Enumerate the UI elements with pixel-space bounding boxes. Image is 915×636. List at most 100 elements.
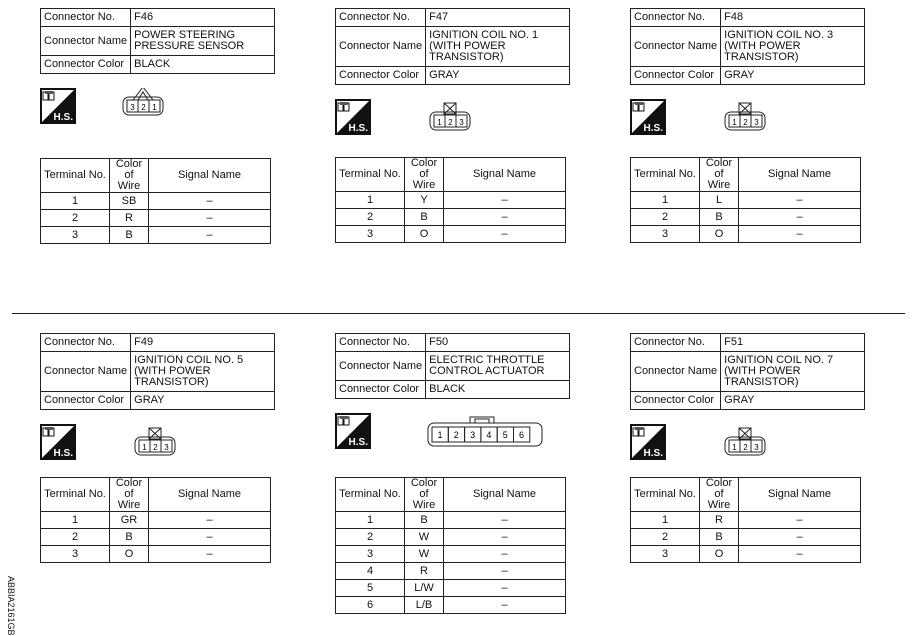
terminal-row: 6 L/B – [335,596,566,614]
connector-name-label: Connector Name [629,351,722,392]
signal-name: – [148,226,271,244]
signal-name: – [443,545,566,563]
wire-color: O [404,225,444,243]
terminal-row: 2 B – [630,528,861,546]
terminal-row: 3 O – [40,545,271,563]
svg-text:2: 2 [141,103,146,112]
signal-name: – [148,511,271,529]
terminal-no: 1 [335,191,405,209]
wire-color: L/W [404,579,444,597]
terminal-table: Terminal No. Color of Wire Signal Name 1 … [630,477,861,563]
wire-color: B [109,528,149,546]
signal-name: – [443,511,566,529]
connector-no-value: F46 [130,8,275,27]
terminal-row: 1 L – [630,191,861,209]
terminal-table: Terminal No. Color of Wire Signal Name 1 … [40,477,271,563]
connector-name-label: Connector Name [334,26,427,67]
signal-name: – [443,579,566,597]
connector-no-label: Connector No. [39,8,132,27]
signal-name: – [443,562,566,580]
svg-text:1: 1 [437,118,442,127]
signal-name: – [443,225,566,243]
connector-no-label: Connector No. [334,333,427,352]
signal-name-header: Signal Name [148,158,271,193]
svg-text:6: 6 [519,430,524,440]
wire-color: R [109,209,149,227]
signal-name: – [148,545,271,563]
wire-color-header: Color of Wire [109,158,149,193]
connector-color-value: GRAY [720,391,865,410]
connector-info-table: Connector No. F51 Connector Name IGNITION … [629,333,865,410]
svg-text:1: 1 [732,118,737,127]
terminal-row: 1 B – [335,511,566,529]
wire-color: W [404,528,444,546]
connector-no-label: Connector No. [334,8,427,27]
terminal-no: 2 [335,208,405,226]
terminal-no: 3 [40,545,110,563]
svg-text:1: 1 [142,443,147,452]
connector-color-label: Connector Color [39,55,132,74]
connector-info-table: Connector No. F47 Connector Name IGNITION … [334,8,570,85]
terminal-row: 3 W – [335,545,566,563]
terminal-row: 3 O – [630,545,861,563]
signal-name: – [443,208,566,226]
terminal-row: 2 R – [40,209,271,227]
terminal-no: 4 [335,562,405,580]
terminal-no-header: Terminal No. [630,157,700,192]
connector-name-value: IGNITION COIL NO. 1 (WITH POWER TRANSISTOR… [425,26,570,67]
harness-side-icon: H.S. [335,413,371,449]
connector-name-value: ELECTRIC THROTTLE CONTROL ACTUATOR [425,351,570,381]
connector-name-label: Connector Name [39,26,132,56]
terminal-row: 2 B – [630,208,861,226]
connector-no-label: Connector No. [39,333,132,352]
terminal-no: 3 [335,545,405,563]
wire-color: R [699,511,739,529]
connector-no-label: Connector No. [629,333,722,352]
signal-name: – [738,511,861,529]
connector-block-f51: Connector No. F51 Connector Name IGNITION … [629,333,870,633]
connector-color-value: BLACK [425,380,570,399]
wire-color: Y [404,191,444,209]
terminal-no: 3 [40,226,110,244]
signal-name: – [738,545,861,563]
terminal-no: 1 [40,511,110,529]
terminal-no-header: Terminal No. [40,477,110,512]
terminal-no-header: Terminal No. [40,158,110,193]
wire-color: L/B [404,596,444,614]
connector-color-value: BLACK [130,55,275,74]
svg-text:3: 3 [164,443,169,452]
signal-name: – [738,191,861,209]
svg-text:5: 5 [503,430,508,440]
connector-color-label: Connector Color [334,66,427,85]
connector-no-value: F51 [720,333,865,352]
terminal-no: 2 [335,528,405,546]
wire-color-header: Color of Wire [699,477,739,512]
connector-block-f47: Connector No. F47 Connector Name IGNITION … [334,8,575,308]
terminal-row: 1 SB – [40,192,271,210]
terminal-no: 6 [335,596,405,614]
connector-name-value: IGNITION COIL NO. 5 (WITH POWER TRANSISTOR… [130,351,275,392]
figure-id: ABBIA2161GB [6,576,16,636]
connector-color-label: Connector Color [629,391,722,410]
svg-text:H.S.: H.S. [349,123,369,134]
terminal-no: 2 [40,209,110,227]
svg-text:3: 3 [754,118,759,127]
wire-color: R [404,562,444,580]
wire-color-header: Color of Wire [404,477,444,512]
wire-color: O [109,545,149,563]
signal-name: – [148,192,271,210]
terminal-no: 1 [335,511,405,529]
connector-no-label: Connector No. [629,8,722,27]
svg-text:2: 2 [743,118,748,127]
signal-name-header: Signal Name [443,157,566,192]
wire-color: B [404,208,444,226]
terminal-row: 3 O – [335,225,566,243]
svg-text:4: 4 [486,430,491,440]
connector-info-table: Connector No. F50 Connector Name ELECTRIC … [334,333,570,399]
